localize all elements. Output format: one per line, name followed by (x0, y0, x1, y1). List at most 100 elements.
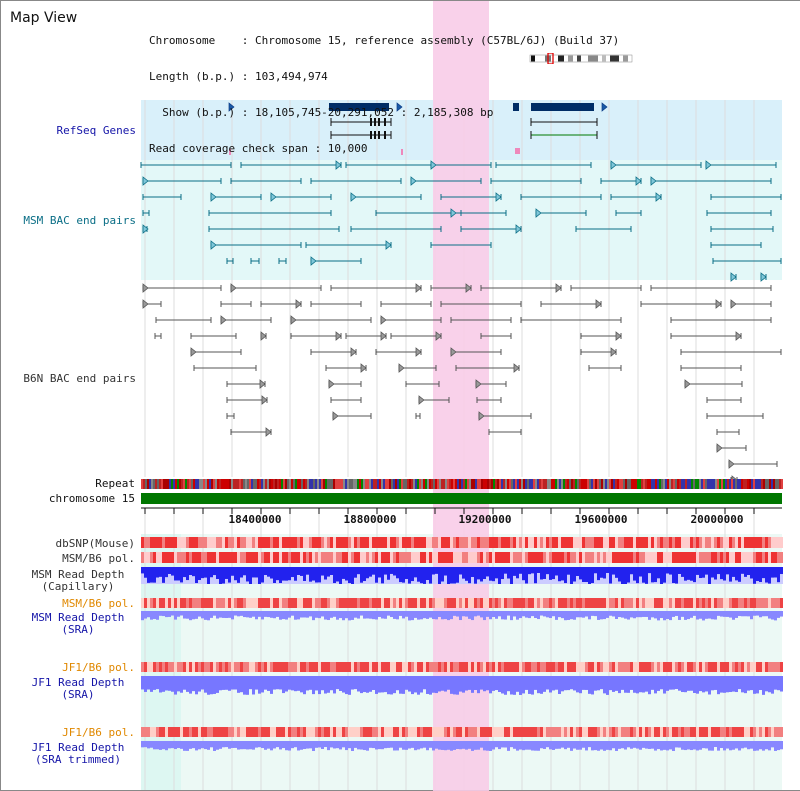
msm-b6-pol-stripe (576, 552, 579, 563)
msm-b6-pol-stripe (645, 552, 648, 563)
msm-b6-pol-stripe (243, 552, 246, 563)
jf1-b6-pol-stripe (441, 662, 444, 672)
msm-depth-sra-bar (231, 611, 234, 619)
msm-depth-capillary-bar (282, 567, 285, 581)
jf1-b6-pol-trim-stripe (390, 727, 393, 737)
msm-depth-capillary-bar-bg (501, 579, 504, 584)
msm-b6-pol-sra-stripe (456, 598, 459, 608)
jf1-b6-pol-stripe (228, 662, 231, 672)
repeat-segment (655, 479, 657, 489)
dbsnp-stripe (507, 537, 510, 548)
repeat-segment (667, 479, 669, 489)
repeat-segment (393, 479, 395, 489)
repeat-segment (657, 479, 659, 489)
msm-depth-capillary-bar-bg (189, 575, 192, 584)
msm-b6-pol-sra-stripe (738, 598, 741, 608)
jf1-b6-pol-stripe (516, 662, 519, 672)
jf1-b6-pol-trim-stripe (564, 727, 567, 737)
msm-depth-capillary-bar (687, 567, 690, 580)
msm-depth-capillary-bar-bg (327, 577, 330, 584)
jf1-depth-trimmed-bar (306, 741, 309, 749)
msm-depth-capillary-bar-bg (687, 580, 690, 584)
msm-depth-capillary-bar-bg (390, 574, 393, 584)
repeat-segment (735, 479, 737, 489)
msm-depth-sra-bar (603, 611, 606, 619)
msm-depth-capillary-bar-bg (183, 577, 186, 584)
jf1-depth-trimmed-bar (309, 741, 312, 748)
jf1-depth-sra-bar (537, 676, 540, 693)
jf1-b6-pol-trim-stripe (537, 727, 540, 737)
dbsnp-stripe (381, 537, 384, 548)
msm-depth-capillary-bar-bg (204, 578, 207, 584)
jf1-depth-sra-bar (540, 676, 543, 694)
jf1-depth-sra-label: JF1 Read Depth (SRA) (21, 677, 135, 701)
msm-b6-pol-sra-stripe (744, 598, 747, 608)
msm-b6-pol-sra-stripe (222, 598, 225, 608)
dbsnp-stripe (591, 537, 594, 548)
msm-b6-pol-stripe (237, 552, 240, 563)
repeat-segment (387, 479, 389, 489)
jf1-depth-trimmed-bar (729, 741, 732, 750)
b6n-bac-pair-arrow (231, 284, 236, 292)
repeat-segment (731, 479, 733, 489)
jf1-b6-pol-trim-stripe (249, 727, 252, 737)
msm-depth-capillary-bar (546, 567, 549, 574)
msm-depth-sra-bar (729, 611, 732, 618)
jf1-b6-pol-trim-stripe (651, 727, 654, 737)
msm-depth-capillary-bar (444, 567, 447, 576)
msm-depth-capillary-bar (528, 567, 531, 574)
jf1-depth-trimmed-bar (270, 741, 273, 750)
dbsnp-stripe (573, 537, 576, 548)
jf1-b6-pol-stripe (714, 662, 717, 672)
repeat-segment (351, 479, 353, 489)
repeat-segment (611, 479, 613, 489)
dbsnp-stripe (303, 537, 306, 548)
jf1-b6-pol-stripe (537, 662, 540, 672)
msm-depth-sra-bar (240, 611, 243, 616)
msm-b6-pol-stripe (450, 552, 453, 563)
msm-b6-pol-sra-stripe (759, 598, 762, 608)
msm-depth-capillary-bar (705, 567, 708, 575)
jf1-depth-trimmed-bar (471, 741, 474, 751)
repeat-segment (277, 479, 279, 489)
jf1-depth-trimmed-bar (603, 741, 606, 751)
jf1-b6-pol-trim-stripe (201, 727, 204, 737)
jf1-b6-pol-trim-stripe (780, 727, 783, 737)
dbsnp-stripe (396, 537, 399, 548)
repeat-segment (207, 479, 209, 489)
msm-b6-pol-sra-stripe (618, 598, 621, 608)
msm-depth-capillary-bar (519, 567, 522, 574)
msm-depth-capillary-bar-bg (228, 583, 231, 584)
repeat-segment (641, 479, 643, 489)
jf1-depth-sra-bar (399, 676, 402, 694)
msm-depth-capillary-bar (657, 567, 660, 578)
dbsnp-stripe (471, 537, 474, 548)
msm-b6-pol-sra-stripe (555, 598, 558, 608)
msm-depth-sra-bar (654, 611, 657, 618)
jf1-b6-pol-trim-stripe (612, 727, 615, 737)
dbsnp-stripe (162, 537, 165, 548)
msm-depth-capillary-bar-bg (444, 576, 447, 584)
repeat-segment (345, 479, 347, 489)
msm-depth-capillary-bar (183, 567, 186, 577)
msm-b6-pol-stripe (447, 552, 450, 563)
msm-depth-capillary-bar-bg (333, 583, 336, 584)
msm-depth-capillary-bar (672, 567, 675, 583)
dbsnp-stripe (558, 537, 561, 548)
repeat-segment (585, 479, 587, 489)
jf1-b6-pol-stripe (762, 662, 765, 672)
jf1-depth-sra-bar (309, 676, 312, 690)
msm-depth-sra-bar (162, 611, 165, 616)
jf1-depth-sra-bar (279, 676, 282, 689)
msm-b6-pol-sra-stripe (366, 598, 369, 608)
msm-depth-capillary-bar-bg (246, 581, 249, 584)
repeat-segment (535, 479, 537, 489)
msm-depth-capillary-bar (423, 567, 426, 584)
msm-b6-pol-sra-stripe (588, 598, 591, 608)
msm-b6-pol-sra-stripe (507, 598, 510, 608)
repeat-segment (767, 479, 769, 489)
dbsnp-stripe (750, 537, 753, 548)
jf1-depth-trimmed-bar (330, 741, 333, 747)
jf1-depth-sra-bar (222, 676, 225, 690)
chromosome-ideogram[interactable] (528, 53, 634, 64)
